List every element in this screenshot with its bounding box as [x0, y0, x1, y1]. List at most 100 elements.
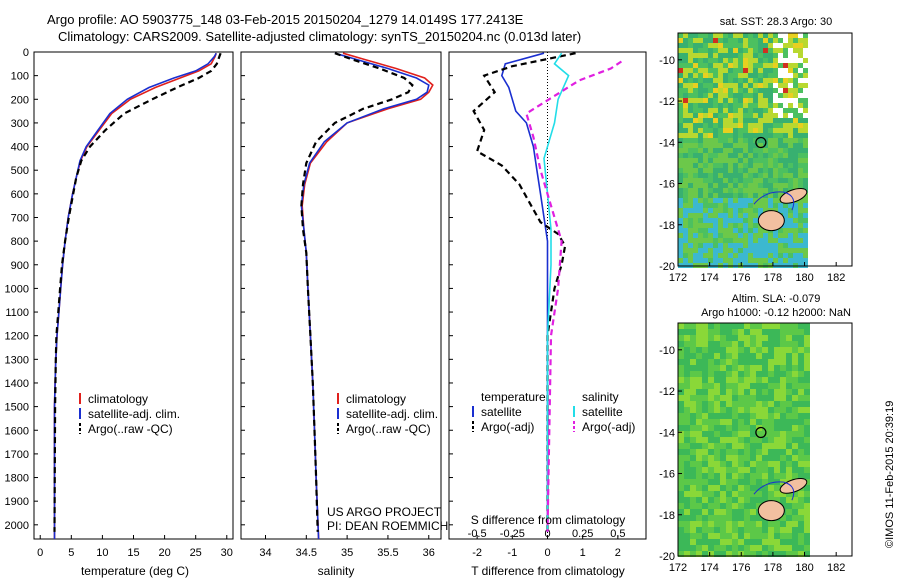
map-cell [804, 359, 810, 365]
map-cell [756, 503, 762, 509]
map-cell [696, 443, 702, 449]
map-cell [780, 473, 786, 479]
map-cell [683, 103, 688, 108]
map-cell [773, 133, 778, 138]
map-cell [718, 68, 723, 73]
map-cell [768, 323, 774, 329]
map-cell [804, 425, 810, 431]
map-cell [748, 68, 753, 73]
y-tick-label: 600 [11, 189, 29, 201]
map-cell [696, 455, 702, 461]
map-cell [803, 248, 808, 253]
map-cell [750, 377, 756, 383]
map-cell [728, 123, 733, 128]
map-cell [732, 353, 738, 359]
map-cell [763, 103, 768, 108]
map-cell [788, 218, 793, 223]
map-cell [723, 208, 728, 213]
map-cell [678, 455, 684, 461]
map-cell [718, 153, 723, 158]
difference-xlabel: T difference from climatology [471, 564, 625, 578]
map-cell [803, 98, 808, 103]
map-cell [744, 413, 750, 419]
map-cell [758, 148, 763, 153]
map-cell [778, 183, 783, 188]
map-cell [798, 98, 803, 103]
map-cell [804, 389, 810, 395]
map-cell [768, 43, 773, 48]
map-cell [774, 455, 780, 461]
map-cell [748, 218, 753, 223]
map-cell [720, 461, 726, 467]
map-cell [708, 193, 713, 198]
map-cell [804, 503, 810, 509]
y-tick-label: 2000 [5, 520, 29, 532]
map-cell [773, 148, 778, 153]
map-cell [783, 128, 788, 133]
map-cell [713, 33, 718, 38]
map-cell [762, 443, 768, 449]
map-cell [708, 83, 713, 88]
map-cell [693, 218, 698, 223]
map-cell [708, 183, 713, 188]
map-cell [798, 377, 804, 383]
series-climatology [53, 52, 217, 539]
map-cell [714, 521, 720, 527]
map-cell [780, 323, 786, 329]
map-cell [718, 188, 723, 193]
map-cell [738, 88, 743, 93]
map-cell [798, 118, 803, 123]
map-cell [803, 148, 808, 153]
map-cell [733, 193, 738, 198]
map-cell [714, 443, 720, 449]
map-cell [683, 68, 688, 73]
map-cell [733, 98, 738, 103]
map-cell [713, 248, 718, 253]
map-cell [698, 118, 703, 123]
map-cell [780, 401, 786, 407]
map-cell [714, 395, 720, 401]
map-cell [738, 78, 743, 83]
map-cell [720, 449, 726, 455]
map-cell [708, 491, 714, 497]
map-cell [713, 218, 718, 223]
x-tick-label: 20 [158, 547, 170, 559]
map-cell [713, 93, 718, 98]
map-cell [744, 443, 750, 449]
map-cell [743, 163, 748, 168]
map-cell [693, 133, 698, 138]
map-cell [773, 258, 778, 263]
map-cell [793, 258, 798, 263]
map-cell [756, 413, 762, 419]
map-cell [713, 108, 718, 113]
map-cell [768, 425, 774, 431]
map-cell [788, 178, 793, 183]
map-cell [768, 48, 773, 53]
map-cell [718, 83, 723, 88]
map-cell [728, 183, 733, 188]
map-cell [783, 148, 788, 153]
map-frame [677, 32, 853, 267]
map-cell [792, 467, 798, 473]
map-cell [804, 497, 810, 503]
map-cell [703, 138, 708, 143]
map-cell [683, 193, 688, 198]
map-cell [738, 473, 744, 479]
map-cell [743, 153, 748, 158]
map-cell [748, 153, 753, 158]
map-cell [732, 539, 738, 545]
map-cell [693, 183, 698, 188]
map-cell [698, 93, 703, 98]
map-cell [698, 53, 703, 58]
map-cell [753, 148, 758, 153]
map-cell [748, 108, 753, 113]
map-cell [758, 53, 763, 58]
map-cell [774, 365, 780, 371]
map-cell [718, 193, 723, 198]
map-cell [804, 461, 810, 467]
map-cell [768, 248, 773, 253]
map-cell [763, 168, 768, 173]
map-cell [783, 238, 788, 243]
map-cell [774, 467, 780, 473]
map-cell [728, 253, 733, 258]
